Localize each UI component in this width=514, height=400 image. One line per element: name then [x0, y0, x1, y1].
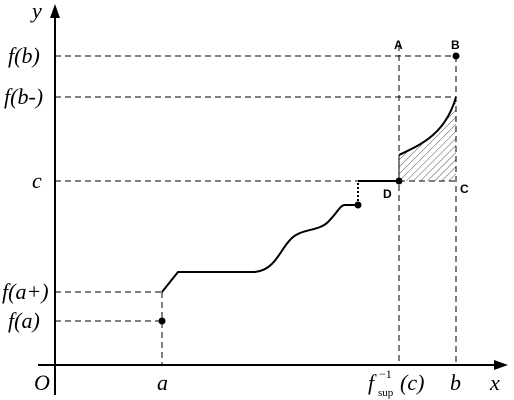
- x-label: f: [368, 370, 377, 395]
- function-curve: [161, 96, 457, 293]
- dot: [354, 201, 362, 209]
- x-label-sup: −1: [379, 367, 392, 381]
- point-label: C: [460, 182, 469, 196]
- x-label: b: [450, 370, 461, 395]
- dot: [158, 317, 166, 325]
- y-label: f(b-): [4, 84, 43, 109]
- y-arrow: [50, 4, 60, 18]
- axis-label: x: [489, 370, 500, 395]
- x-label: (c): [400, 370, 424, 395]
- y-label: c: [32, 168, 42, 193]
- hatched-area: [399, 97, 456, 181]
- x-arrow: [494, 360, 508, 370]
- x-label-sub: sup: [378, 387, 394, 399]
- curve-part: [161, 204, 358, 293]
- curve-part: [398, 96, 457, 156]
- point-label: A: [394, 38, 403, 52]
- point-label: B: [451, 38, 460, 52]
- x-label: a: [157, 370, 168, 395]
- origin-label: O: [34, 370, 50, 395]
- point-label: D: [383, 187, 392, 201]
- dot: [452, 52, 460, 60]
- y-label: f(b): [8, 43, 40, 68]
- guides: [55, 45, 457, 365]
- y-label: f(a+): [2, 279, 49, 304]
- y-label: f(a): [8, 308, 40, 333]
- axis-label: y: [30, 0, 42, 23]
- dot: [395, 177, 403, 185]
